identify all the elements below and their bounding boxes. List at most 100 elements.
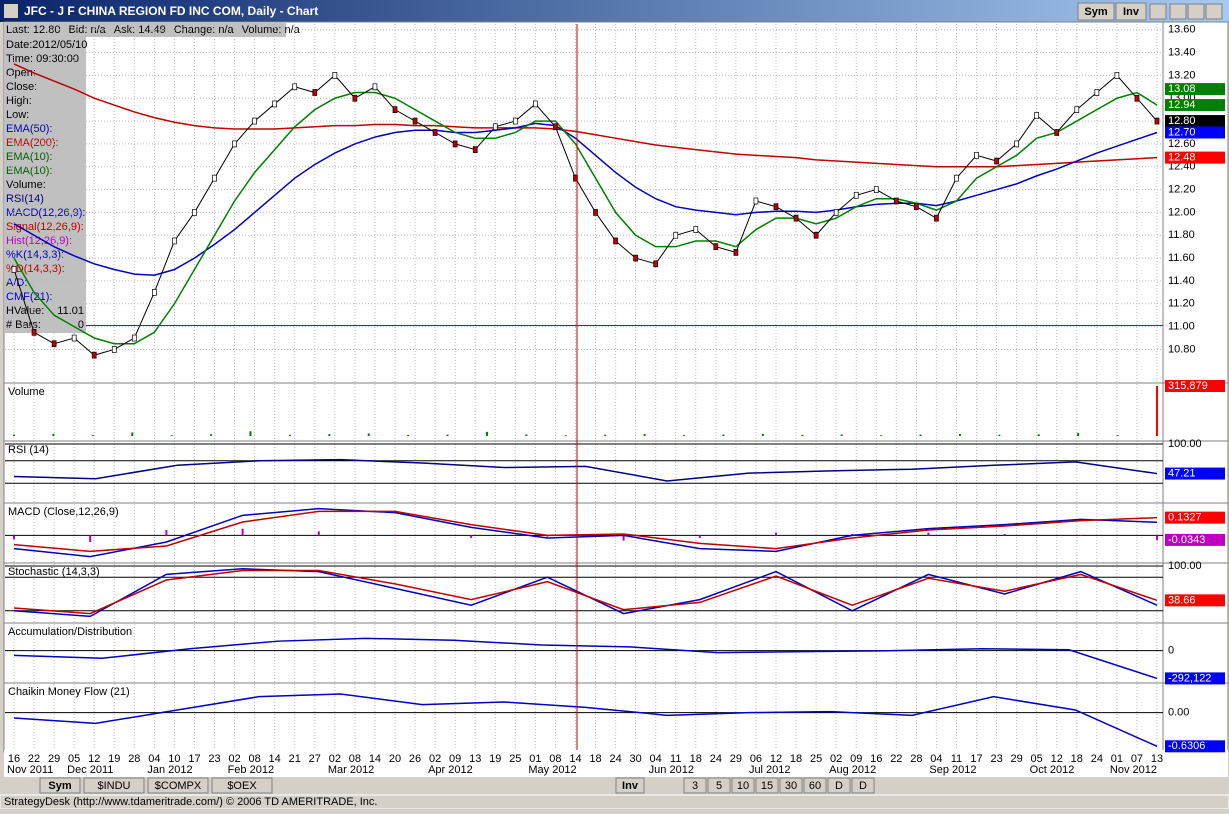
value-box: [1165, 151, 1225, 164]
tab-label[interactable]: $COMPX: [155, 780, 202, 792]
x-tick-label: 02: [329, 753, 341, 765]
series-line: [13, 91, 1158, 345]
value-box-label: -292,122: [1168, 672, 1211, 684]
bar: [394, 535, 396, 536]
tab[interactable]: [755, 777, 779, 794]
info-item: Volume: n/a: [242, 24, 301, 36]
tab[interactable]: [683, 777, 707, 794]
month-label: Jun 2012: [649, 764, 694, 776]
bar: [643, 434, 646, 436]
tab-label[interactable]: 60: [809, 780, 821, 792]
close-mark: [613, 237, 618, 245]
tab-label[interactable]: 15: [761, 780, 773, 792]
tab[interactable]: [827, 777, 851, 794]
close-mark: [853, 191, 859, 199]
y-tick-label: 13.60: [1168, 24, 1196, 36]
close-mark: [31, 328, 37, 336]
close-mark: [813, 231, 819, 239]
tab-label[interactable]: $INDU: [97, 780, 130, 792]
tab[interactable]: [39, 777, 81, 794]
inv-button[interactable]: [1115, 2, 1147, 21]
close-button[interactable]: [1205, 3, 1223, 20]
y-tick-label: 0.00: [1168, 707, 1189, 719]
close-mark: [71, 334, 77, 342]
tab[interactable]: [779, 777, 803, 794]
tab-label[interactable]: 3: [692, 780, 698, 792]
close-mark: [152, 289, 157, 296]
legend-entry: Hist(12,26,9):: [6, 235, 72, 247]
close-mark: [1114, 72, 1120, 79]
bar: [52, 433, 55, 436]
x-tick-label: 27: [309, 753, 321, 765]
close-mark: [432, 129, 438, 136]
tab-label[interactable]: 5: [716, 780, 722, 792]
bar: [604, 434, 607, 436]
bar: [317, 531, 320, 536]
bar: [89, 535, 92, 542]
tab-label[interactable]: D: [859, 780, 867, 792]
value-box: [1165, 594, 1225, 607]
x-tick-label: 02: [228, 753, 240, 765]
value-box-label: -0.0343: [1168, 534, 1205, 546]
close-mark: [412, 117, 418, 125]
month-label: Apr 2012: [428, 764, 473, 776]
bar: [91, 435, 94, 436]
restore-button[interactable]: [1149, 3, 1167, 20]
series-line: [13, 693, 1158, 747]
tab-label[interactable]: Inv: [622, 780, 639, 792]
bar: [1079, 535, 1082, 536]
bar: [1077, 432, 1080, 436]
bar: [622, 535, 625, 541]
title-bar: [0, 0, 1229, 22]
tab-label[interactable]: D: [835, 780, 843, 792]
close-mark: [1074, 106, 1080, 113]
legend-entry: EMA(200):: [6, 137, 59, 149]
legend-value: 11.01: [57, 305, 84, 317]
x-tick-label: 05: [68, 753, 80, 765]
x-tick-label: 08: [549, 753, 561, 765]
tab-label[interactable]: Sym: [48, 780, 71, 792]
value-box: [1165, 83, 1225, 96]
x-tick-label: 01: [1111, 753, 1123, 765]
bar: [165, 530, 168, 536]
maximize-button[interactable]: [1187, 3, 1205, 20]
legend-entry: %D(14,3,3):: [6, 263, 65, 275]
tab[interactable]: [803, 777, 827, 794]
minimize-button[interactable]: [1169, 3, 1187, 20]
tab[interactable]: [731, 777, 755, 794]
inv-button-label[interactable]: Inv: [1123, 6, 1140, 18]
legend-entry: EMA(50):: [6, 123, 52, 135]
tab[interactable]: [211, 777, 273, 794]
value-box-label: 0.1327: [1168, 512, 1202, 524]
tab[interactable]: [707, 777, 731, 794]
tab[interactable]: [147, 777, 209, 794]
tab-label[interactable]: 10: [737, 780, 749, 792]
panel-title: Stochastic (14,3,3): [8, 566, 100, 578]
x-tick-label: 16: [870, 753, 882, 765]
sym-button[interactable]: [1077, 2, 1115, 21]
tab[interactable]: [83, 777, 145, 794]
x-tick-label: 19: [108, 753, 120, 765]
y-tick-label: 12.40: [1168, 161, 1196, 173]
close-mark: [1094, 89, 1100, 96]
sym-button-label[interactable]: Sym: [1084, 6, 1107, 18]
y-tick-label: 0: [1168, 645, 1174, 657]
month-label: Oct 2012: [1030, 764, 1075, 776]
tab-label[interactable]: 30: [785, 780, 797, 792]
x-tick-label: 09: [850, 753, 862, 765]
tab-label[interactable]: $OEX: [227, 780, 257, 792]
x-tick-label: 18: [589, 753, 601, 765]
x-tick-label: 25: [509, 753, 521, 765]
close-mark: [232, 140, 237, 148]
info-item: Change: n/a: [174, 24, 235, 36]
x-tick-label: 28: [910, 753, 922, 765]
tab[interactable]: [615, 777, 645, 794]
value-box: [1165, 533, 1225, 546]
x-tick-label: 14: [369, 753, 381, 765]
close-mark: [131, 334, 137, 342]
tab[interactable]: [851, 777, 875, 794]
close-mark: [994, 157, 999, 165]
x-tick-label: 06: [750, 753, 762, 765]
y-tick-label: 13.40: [1168, 46, 1196, 58]
